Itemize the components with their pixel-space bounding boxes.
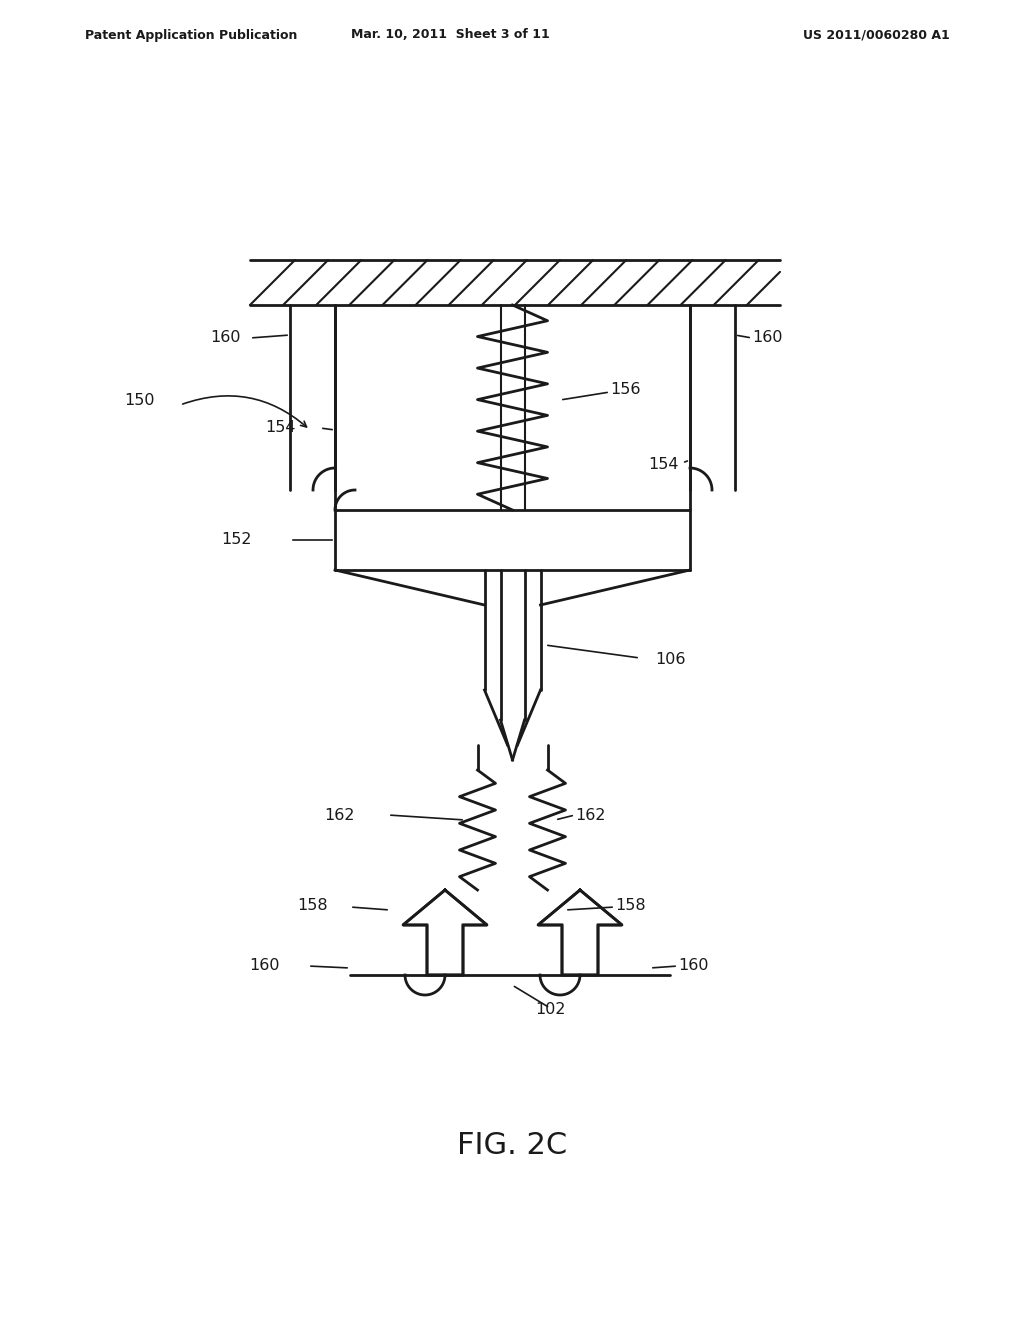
Text: FIG. 2C: FIG. 2C <box>457 1130 567 1159</box>
Text: 154: 154 <box>265 421 296 436</box>
Text: 102: 102 <box>535 1002 565 1018</box>
Text: Patent Application Publication: Patent Application Publication <box>85 29 297 41</box>
Text: 152: 152 <box>221 532 252 548</box>
Polygon shape <box>403 890 487 975</box>
Text: 162: 162 <box>325 808 355 822</box>
Text: Mar. 10, 2011  Sheet 3 of 11: Mar. 10, 2011 Sheet 3 of 11 <box>350 29 549 41</box>
Text: 160: 160 <box>752 330 782 346</box>
Text: 150: 150 <box>125 392 155 408</box>
Text: 160: 160 <box>678 957 709 973</box>
Text: 156: 156 <box>610 383 640 397</box>
Text: 158: 158 <box>615 898 645 912</box>
Text: 158: 158 <box>297 898 328 912</box>
Text: US 2011/0060280 A1: US 2011/0060280 A1 <box>803 29 950 41</box>
Text: 162: 162 <box>575 808 605 822</box>
Text: 154: 154 <box>648 458 679 473</box>
Polygon shape <box>538 890 622 975</box>
Text: 106: 106 <box>655 652 685 668</box>
Text: 160: 160 <box>250 957 280 973</box>
Text: 160: 160 <box>210 330 241 346</box>
